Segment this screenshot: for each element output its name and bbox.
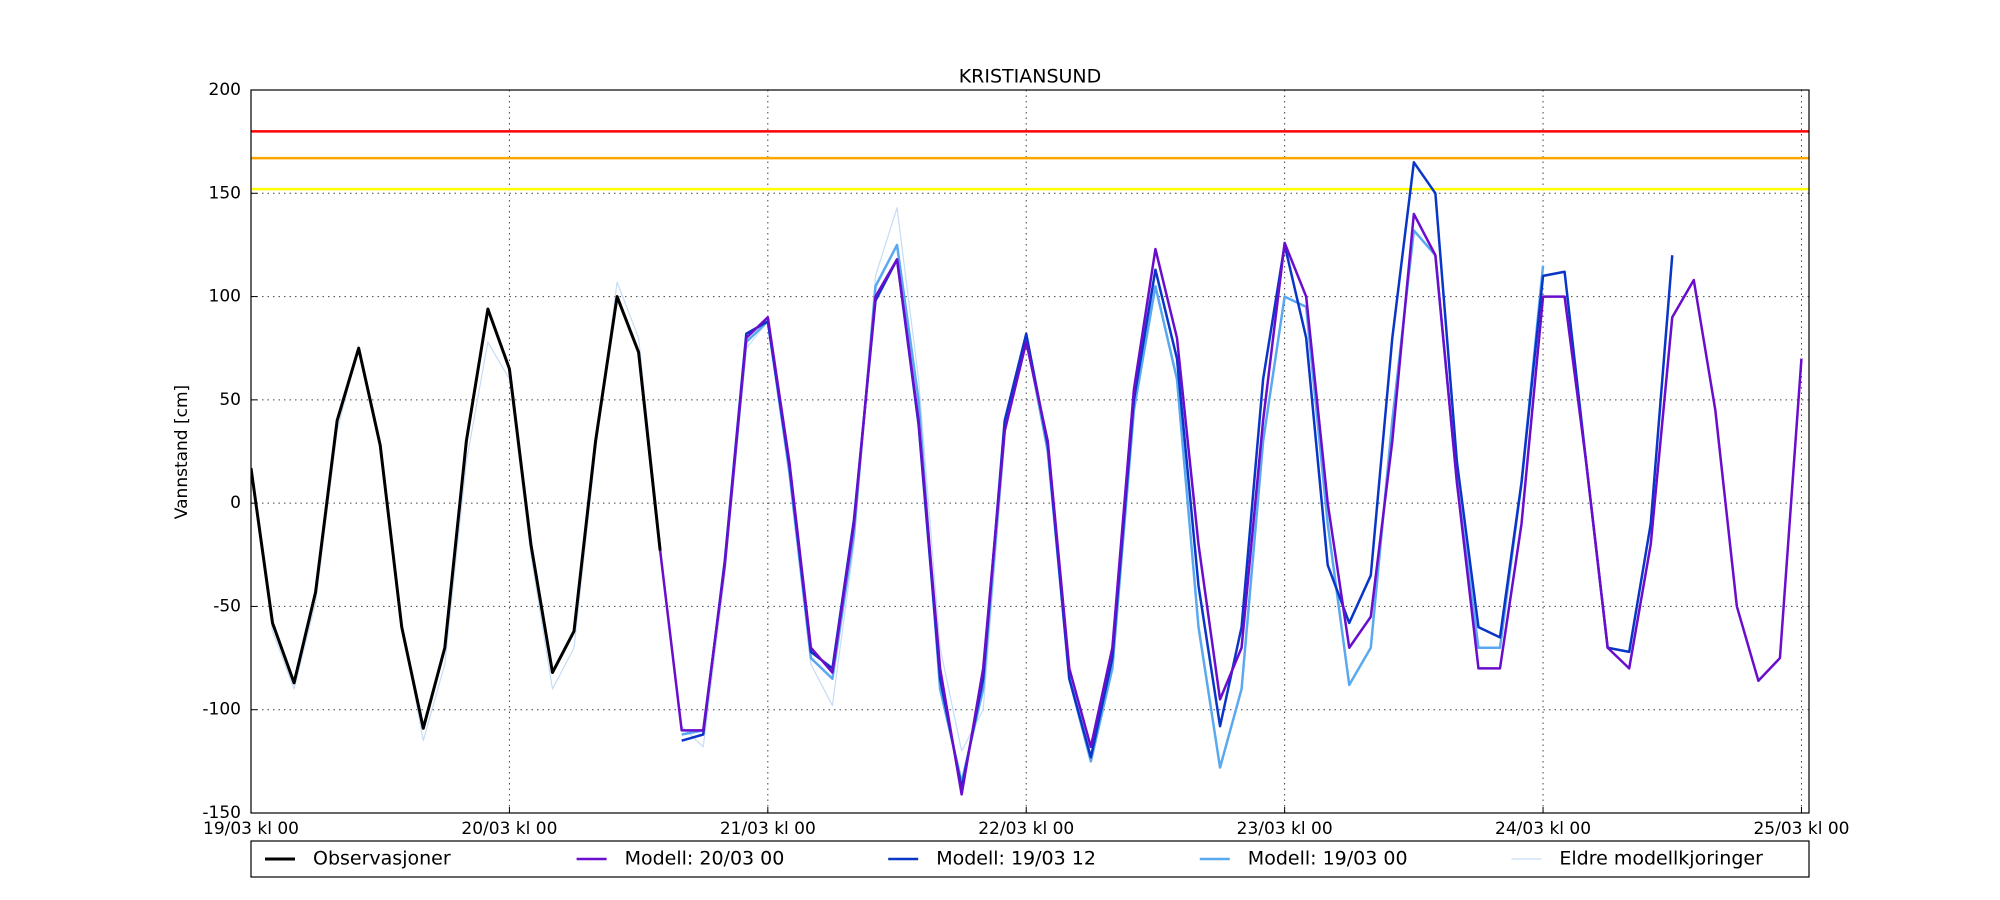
legend-label: Modell: 20/03 00 xyxy=(625,848,785,870)
y-tick-label: -50 xyxy=(213,596,241,616)
legend-label: Observasjoner xyxy=(313,848,451,870)
x-tick-label: 24/03 kl 00 xyxy=(1495,819,1591,839)
series-line xyxy=(637,212,1803,796)
legend-label: Modell: 19/03 12 xyxy=(936,848,1096,870)
y-tick-label: 150 xyxy=(209,183,241,203)
y-tick-label: 0 xyxy=(230,493,241,513)
series-line xyxy=(681,229,1545,784)
x-tick-label: 21/03 kl 00 xyxy=(720,819,816,839)
y-tick-label: 50 xyxy=(219,390,241,410)
x-tick-label: 20/03 kl 00 xyxy=(461,819,557,839)
series-line xyxy=(681,161,1674,790)
chart-title: KRISTIANSUND xyxy=(959,66,1102,88)
x-tick-label: 19/03 kl 00 xyxy=(203,819,299,839)
y-tick-label: -100 xyxy=(202,700,241,720)
series-line xyxy=(251,295,662,730)
y-tick-label: 200 xyxy=(209,80,241,100)
series-line xyxy=(251,207,1006,752)
legend-label: Eldre modellkjoringer xyxy=(1559,848,1763,870)
x-tick-label: 23/03 kl 00 xyxy=(1237,819,1333,839)
plot-frame xyxy=(250,89,1810,814)
y-tick-label: -150 xyxy=(202,803,241,823)
legend-label: Modell: 19/03 00 xyxy=(1248,848,1408,870)
legend-box xyxy=(250,840,1810,878)
y-axis-label: Vannstand [cm] xyxy=(172,385,192,519)
y-tick-label: 100 xyxy=(209,287,241,307)
x-tick-label: 22/03 kl 00 xyxy=(978,819,1074,839)
x-tick-label: 25/03 kl 00 xyxy=(1753,819,1849,839)
